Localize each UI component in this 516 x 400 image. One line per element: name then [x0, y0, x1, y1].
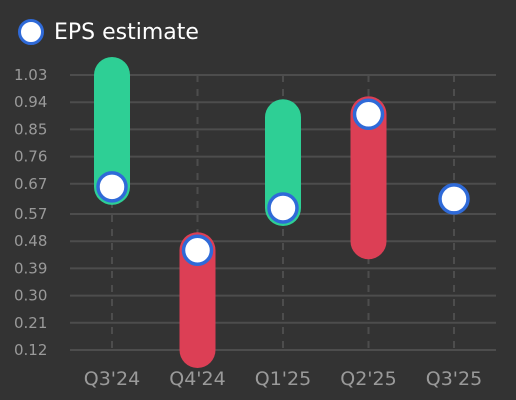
x-tick-label: Q1'25 [255, 368, 311, 390]
y-tick-label: 0.76 [14, 148, 47, 166]
estimate-marker [267, 192, 299, 224]
x-tick-label: Q4'24 [169, 368, 225, 390]
y-tick-label: 0.48 [14, 232, 47, 250]
estimate-marker [438, 183, 470, 215]
y-tick-label: 0.67 [14, 175, 47, 193]
x-tick-label: Q3'25 [426, 368, 482, 390]
y-tick-label: 0.85 [14, 120, 47, 138]
legend-estimate-marker [18, 19, 44, 45]
estimate-marker [181, 234, 214, 267]
estimate-marker [96, 171, 128, 203]
estimate-marker [352, 98, 385, 131]
y-tick-label: 0.30 [14, 287, 47, 305]
legend-label: EPS estimate [54, 19, 199, 45]
y-tick-label: 0.57 [14, 205, 47, 223]
y-tick-label: 0.39 [14, 259, 47, 277]
y-tick-label: 0.21 [14, 314, 47, 332]
y-tick-label: 1.03 [14, 66, 47, 84]
legend: EPS estimate [18, 19, 199, 45]
y-tick-label: 0.94 [14, 93, 47, 111]
y-tick-label: 0.12 [14, 341, 47, 359]
x-tick-label: Q2'25 [340, 368, 396, 390]
x-tick-label: Q3'24 [84, 368, 140, 390]
